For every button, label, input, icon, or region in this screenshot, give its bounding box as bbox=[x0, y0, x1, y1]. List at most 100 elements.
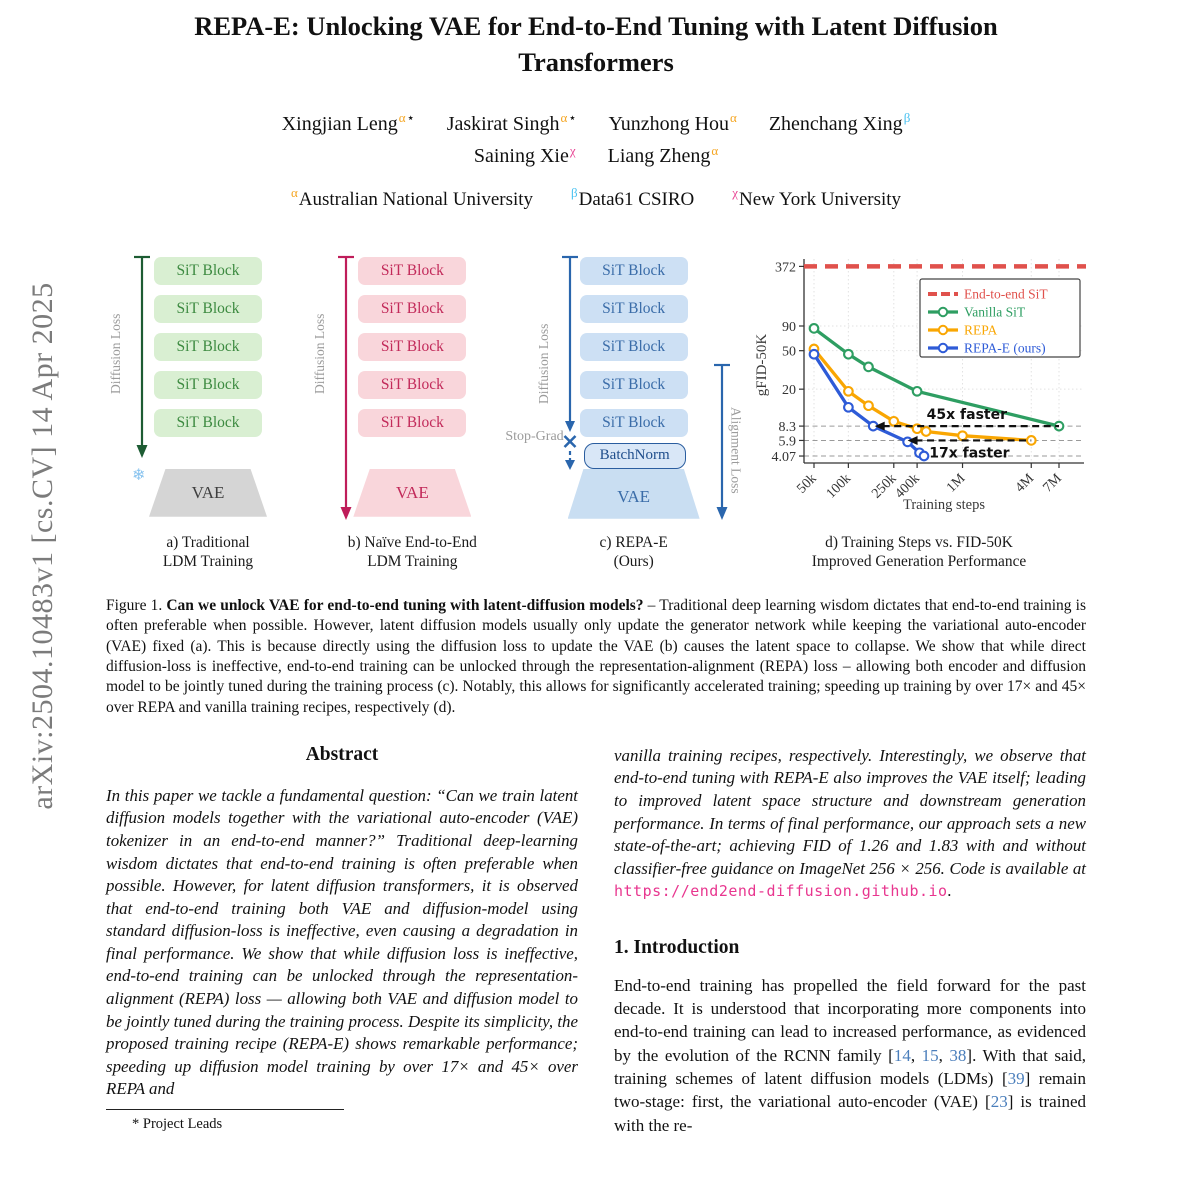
sit-block: SiT Block bbox=[358, 256, 467, 285]
citation-link[interactable]: 14 bbox=[893, 1045, 911, 1065]
svg-text:5.9: 5.9 bbox=[778, 434, 796, 449]
sit-block: SiT Block bbox=[154, 408, 262, 437]
svg-text:90: 90 bbox=[782, 320, 796, 335]
author-affiliation-mark: ⋆ bbox=[406, 110, 415, 126]
abstract-continued: vanilla training recipes, respectively. … bbox=[614, 745, 1086, 901]
annotation-label: 45x faster bbox=[927, 407, 1007, 423]
author-affiliation-mark: α bbox=[730, 110, 737, 126]
arxiv-watermark: arXiv:2504.10483v1 [cs.CV] 14 Apr 2025 bbox=[26, 282, 59, 810]
alignment-loss-label: Alignment Loss bbox=[728, 407, 744, 495]
footnote: * Project Leads bbox=[106, 1108, 578, 1133]
svg-text:REPA-E (ours): REPA-E (ours) bbox=[964, 340, 1046, 355]
sit-block: SiT Block bbox=[358, 370, 467, 399]
right-column: vanilla training recipes, respectively. … bbox=[614, 740, 1086, 1137]
svg-text:7M: 7M bbox=[1040, 471, 1065, 496]
sit-block: SiT Block bbox=[579, 332, 688, 361]
citation-link[interactable]: 38 bbox=[949, 1045, 967, 1065]
vae-shape-b bbox=[353, 468, 472, 517]
footnote-rule bbox=[106, 1108, 344, 1110]
svg-text:Training steps: Training steps bbox=[903, 497, 985, 513]
vae-trapezoid-a: VAE bbox=[149, 468, 267, 517]
paper-title-line1: REPA-E: Unlocking VAE for End-to-End Tun… bbox=[194, 11, 998, 41]
citation-link[interactable]: 23 bbox=[990, 1092, 1008, 1112]
diffusion-loss-arrow-c bbox=[561, 255, 578, 470]
author-affiliation-mark: α bbox=[560, 110, 568, 126]
panel-caption-c: c) REPA-E (Ours) bbox=[599, 533, 668, 571]
author-affiliation-mark: χ bbox=[569, 142, 576, 158]
diffusion-loss-label-b: Diffusion Loss bbox=[312, 313, 328, 394]
affiliation: χNew York University bbox=[732, 185, 902, 210]
svg-text:100k: 100k bbox=[824, 471, 854, 501]
author-affiliation-mark: α bbox=[711, 142, 719, 158]
sit-block-stack-a: SiT Block SiT Block SiT Block SiT Block SiT … bbox=[154, 256, 262, 447]
figure-1: Diffusion Loss SiT Block SiT Block SiT Blo… bbox=[106, 253, 1086, 572]
svg-text:REPA: REPA bbox=[964, 322, 998, 337]
author-name: Jaskirat Singhα⋆ bbox=[446, 110, 577, 135]
author-name: Liang Zhengα bbox=[607, 142, 719, 168]
svg-text:8.3: 8.3 bbox=[778, 420, 796, 435]
sit-block: SiT Block bbox=[154, 370, 262, 399]
diffusion-loss-label-a: Diffusion Loss bbox=[108, 313, 123, 394]
panel-caption-d: d) Training Steps vs. FID-50K Improved G… bbox=[811, 533, 1027, 571]
author-row-1: Xingjian Lengα⋆ Jaskirat Singhα⋆ Yunzhong … bbox=[106, 110, 1086, 136]
vae-label-c: VAE bbox=[617, 486, 651, 506]
footnote-marker: * bbox=[132, 1115, 140, 1132]
sit-block: SiT Block bbox=[154, 332, 262, 361]
affiliation: βData61 CSIRO bbox=[571, 185, 695, 210]
sit-block: SiT Block bbox=[154, 294, 262, 323]
svg-text:250k: 250k bbox=[869, 471, 899, 501]
code-url-link[interactable]: https://end2end-diffusion.github.io bbox=[614, 882, 948, 901]
sit-block-stack-b: SiT Block SiT Block SiT Block SiT Block SiT … bbox=[358, 256, 467, 447]
vae-trapezoid-c: VAE bbox=[567, 468, 700, 519]
svg-text:372: 372 bbox=[775, 260, 796, 275]
vae-shape-a bbox=[149, 468, 267, 517]
svg-text:20: 20 bbox=[782, 383, 796, 398]
figure-1-caption: Figure 1. Can we unlock VAE for end-to-e… bbox=[106, 597, 1086, 716]
author-name: Xingjian Lengα⋆ bbox=[281, 110, 415, 135]
paper-title-line2: Transformers bbox=[518, 47, 674, 78]
figure-panel-b: Diffusion Loss SiT Block SiT Block SiT Blo… bbox=[296, 253, 501, 572]
citation-link[interactable]: 39 bbox=[1007, 1068, 1025, 1088]
diffusion-loss-label-c: Diffusion Loss bbox=[535, 323, 551, 404]
introduction-heading: 1. Introduction bbox=[614, 936, 740, 958]
svg-text:End-to-end SiT: End-to-end SiT bbox=[964, 286, 1048, 301]
footnote-text: Project Leads bbox=[142, 1115, 223, 1132]
fid-chart: 372 90 50 20 8.3 5.9 4.07 50k 100k 250k 400k 1M 4M 7M… bbox=[752, 253, 1086, 525]
sit-block: SiT Block bbox=[579, 294, 688, 323]
sit-block: SiT Block bbox=[358, 408, 467, 437]
author-name: Saining Xieχ bbox=[473, 142, 576, 168]
vae-shape-c bbox=[567, 468, 700, 519]
paper-title: REPA-E: Unlocking VAE for End-to-End Tun… bbox=[146, 8, 1046, 80]
chart-legend bbox=[919, 278, 1081, 358]
figure-panel-d-chart: 372 90 50 20 8.3 5.9 4.07 50k 100k 250k 400k 1M 4M 7M… bbox=[752, 253, 1086, 572]
sit-block: SiT Block bbox=[358, 294, 467, 323]
author-name: Zhenchang Xingβ bbox=[768, 110, 911, 135]
introduction-text: End-to-end training has propelled the fi… bbox=[614, 975, 1087, 1135]
vae-label-a: VAE bbox=[191, 482, 225, 502]
sit-block: SiT Block bbox=[154, 256, 262, 285]
sit-block: SiT Block bbox=[358, 332, 467, 361]
affiliation-list: αAustralian National University βData61 C… bbox=[106, 185, 1086, 210]
diffusion-loss-arrow-b bbox=[338, 255, 355, 520]
left-column: Abstract In this paper we tackle a funda… bbox=[106, 740, 578, 1137]
abstract-heading: Abstract bbox=[305, 743, 379, 765]
diffusion-loss-arrow-a bbox=[134, 255, 150, 458]
frozen-snowflake-icon: ❄ bbox=[132, 466, 146, 484]
svg-text:50k: 50k bbox=[794, 471, 819, 496]
figure-panel-c: Diffusion Loss Stop-Grad SiT Block SiT Bl… bbox=[502, 253, 752, 572]
vae-label-b: VAE bbox=[395, 482, 429, 502]
batchnorm-box: BatchNorm bbox=[583, 442, 686, 469]
author-row-2: Saining Xieχ Liang Zhengα bbox=[106, 143, 1086, 169]
sit-block-stack-c: SiT Block SiT Block SiT Block SiT Block SiT … bbox=[579, 256, 688, 447]
alignment-loss-arrow bbox=[713, 363, 730, 520]
citation-link[interactable]: 15 bbox=[921, 1045, 939, 1065]
author-affiliation-mark: β bbox=[903, 110, 911, 126]
panel-caption-a: a) Traditional LDM Training bbox=[162, 533, 254, 571]
sit-block: SiT Block bbox=[579, 370, 688, 399]
affiliation: αAustralian National University bbox=[290, 185, 534, 210]
svg-text:1M: 1M bbox=[944, 471, 969, 496]
vae-trapezoid-b: VAE bbox=[353, 468, 472, 517]
figure-panel-a: Diffusion Loss SiT Block SiT Block SiT Blo… bbox=[106, 253, 296, 572]
svg-text:gFID-50K: gFID-50K bbox=[754, 333, 770, 396]
